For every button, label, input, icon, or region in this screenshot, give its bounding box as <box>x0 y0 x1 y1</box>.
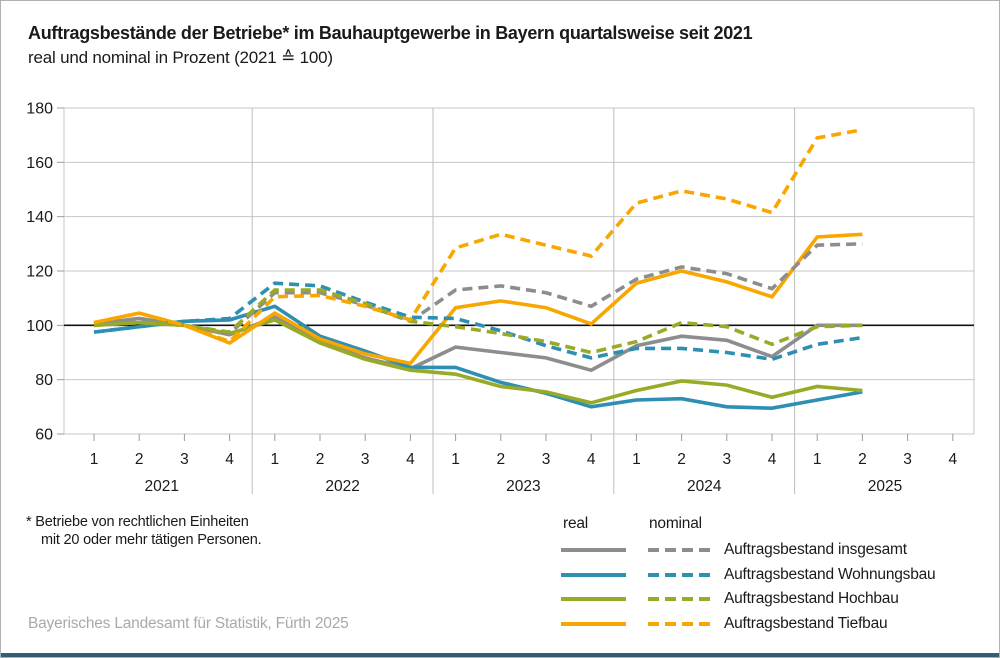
legend-swatch-real <box>561 622 626 627</box>
year-label: 2021 <box>145 478 179 495</box>
legend-swatch-nominal <box>648 548 715 552</box>
legend-swatch-real <box>561 597 626 602</box>
quarter-label: 2 <box>858 451 867 468</box>
footnote-text-1: Betriebe von rechtlichen Einheiten <box>35 514 249 530</box>
quarter-label: 3 <box>903 451 912 468</box>
footnote-line-1: * Betriebe von rechtlichen Einheiten <box>26 513 262 531</box>
quarter-label: 1 <box>632 451 641 468</box>
quarter-label: 1 <box>90 451 99 468</box>
quarter-label: 2 <box>677 451 686 468</box>
legend: real nominal Auftragsbestand insgesamt Au… <box>561 515 991 640</box>
legend-swatch-nominal <box>648 572 715 577</box>
legend-header-nominal: nominal <box>649 515 702 532</box>
quarter-label: 4 <box>587 451 596 468</box>
quarter-label: 4 <box>948 451 957 468</box>
y-tick-label: 60 <box>35 427 53 444</box>
year-label: 2022 <box>325 478 359 495</box>
quarter-label: 1 <box>451 451 460 468</box>
footnote: * Betriebe von rechtlichen Einheiten mit… <box>26 513 262 549</box>
quarter-label: 1 <box>270 451 279 468</box>
y-tick-label: 180 <box>26 101 53 118</box>
y-tick-label: 100 <box>26 318 53 335</box>
quarter-label: 2 <box>316 451 325 468</box>
series-auftragsbestand-tiefbau-real <box>93 232 863 366</box>
series-auftragsbestand-hochbau-nominal <box>93 288 863 355</box>
legend-header-real: real <box>563 515 589 532</box>
y-tick-label: 160 <box>26 155 53 172</box>
quarter-label: 1 <box>813 451 822 468</box>
quarter-label: 4 <box>406 451 415 468</box>
source-credit: Bayerisches Landesamt für Statistik, Für… <box>28 615 349 632</box>
series-auftragsbestand-wohnungsbau-nominal <box>93 281 863 362</box>
year-label: 2024 <box>687 478 722 495</box>
series-auftragsbestand-tiefbau-nominal <box>93 127 863 344</box>
legend-swatch-real <box>561 548 626 552</box>
legend-label: Auftragsbestand Hochbau <box>724 590 899 608</box>
year-label: 2023 <box>506 478 540 495</box>
legend-label: Auftragsbestand Wohnungsbau <box>724 565 936 583</box>
legend-swatch-nominal <box>648 622 715 627</box>
quarter-label: 3 <box>542 451 551 468</box>
legend-label: Auftragsbestand Tiefbau <box>724 615 888 633</box>
quarter-label: 4 <box>768 451 777 468</box>
y-tick-label: 140 <box>26 209 53 226</box>
y-tick-label: 120 <box>26 264 53 281</box>
y-tick-label: 80 <box>35 372 53 389</box>
quarter-label: 2 <box>496 451 505 468</box>
quarter-label: 2 <box>135 451 144 468</box>
quarter-label: 3 <box>361 451 370 468</box>
page-subtitle: real und nominal in Prozent (2021 ≙ 100) <box>28 48 333 67</box>
brand-bar <box>1 653 999 657</box>
footnote-marker: * <box>26 514 32 530</box>
legend-label: Auftragsbestand insgesamt <box>724 541 907 558</box>
quarter-label: 3 <box>180 451 189 468</box>
year-label: 2025 <box>868 478 902 495</box>
quarter-label: 3 <box>722 451 731 468</box>
legend-swatch-nominal <box>648 597 715 602</box>
footnote-line-2: mit 20 oder mehr tätigen Personen. <box>41 532 262 548</box>
page-title: Auftragsbestände der Betriebe* im Bauhau… <box>28 23 753 43</box>
legend-swatch-real <box>561 572 626 577</box>
line-chart: 60 80 100 120 140 160 180 1 2 3 4 1 2 3 4 1 2 3 4 1 2 3 4 1 2 3 4 2… <box>26 101 975 495</box>
quarter-label: 4 <box>225 451 234 468</box>
